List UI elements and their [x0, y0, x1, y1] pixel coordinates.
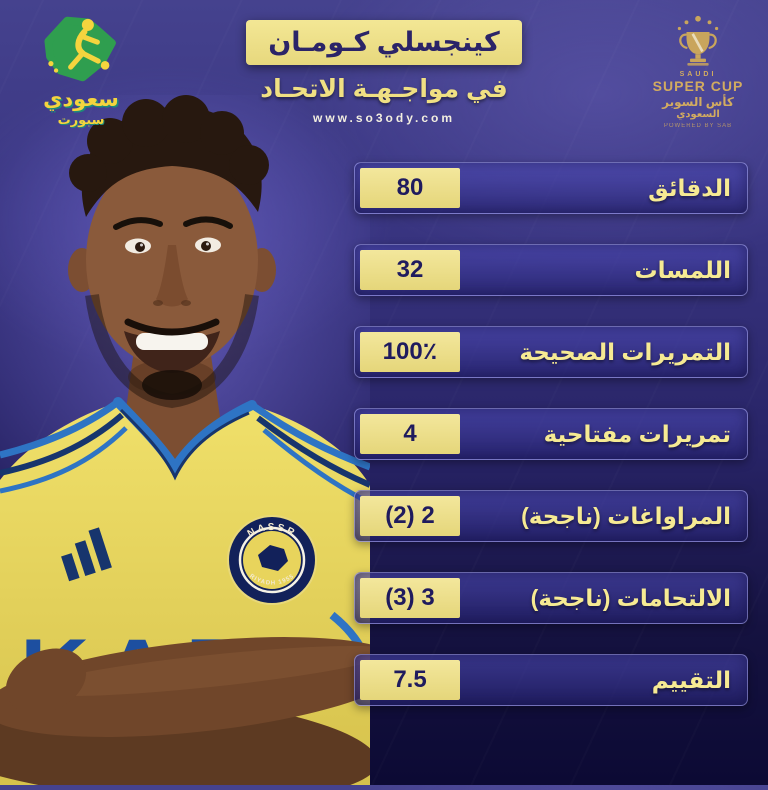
stat-row-touches: اللمسات 32	[354, 244, 748, 296]
stat-label: المراواغات (ناجحة)	[521, 502, 731, 529]
stats-list: الدقائق 80 اللمسات 32 التمريرات الصحيحة …	[354, 162, 748, 736]
stat-value-box: 2 (2)	[360, 496, 460, 536]
stat-value-box: 7.5	[360, 660, 460, 700]
stat-label: تمريرات مفتاحية	[543, 420, 731, 447]
super-cup-text-supercup: SUPER CUP	[652, 78, 744, 94]
al-nassr-crest: NASSR RIYADH 1955	[227, 515, 317, 605]
stat-value-box: 32	[360, 250, 460, 290]
super-cup-text-arabic2: السعودي	[676, 109, 720, 120]
header: كينجسلي كـومـان في مواجـهـة الاتحـاد www…	[174, 20, 594, 125]
adidas-logo-icon	[61, 527, 112, 582]
matchup-subtitle: في مواجـهـة الاتحـاد	[260, 75, 508, 103]
stat-label: التمريرات الصحيحة	[519, 338, 731, 365]
stat-value-box: 3 (3)	[360, 578, 460, 618]
saudi-map-player-icon	[44, 16, 116, 82]
stat-label: اللمسات	[634, 256, 731, 283]
super-cup-text-saudi: SAUDI	[679, 71, 717, 78]
stat-label: الالتحامات (ناجحة)	[530, 584, 731, 611]
player-photo: NASSR RIYADH 1955 KAFD	[0, 65, 420, 790]
super-cup-powered-by: POWERED BY SAB	[663, 123, 733, 129]
saudi-super-cup-logo: SAUDI SUPER CUP كأس السوبر السعودي POWER…	[638, 12, 758, 129]
saudi-sport-text-1: سعودي	[43, 88, 119, 111]
stat-row-dribbles: المراواغات (ناجحة) 2 (2)	[354, 490, 748, 542]
player-name-banner: كينجسلي كـومـان	[246, 20, 522, 65]
stat-row-key-passes: تمريرات مفتاحية 4	[354, 408, 748, 460]
saudi-sport-logo: سعودي سبورت	[22, 12, 140, 128]
crossed-arms	[0, 637, 406, 790]
trophy-icon	[677, 15, 719, 66]
stat-row-minutes: الدقائق 80	[354, 162, 748, 214]
super-cup-text-arabic1: كأس السوبر	[662, 95, 734, 109]
stat-value-box: 100٪	[360, 332, 460, 372]
stat-value-box: 80	[360, 168, 460, 208]
stat-label: الدقائق	[648, 174, 731, 201]
stat-row-rating: التقييم 7.5	[354, 654, 748, 706]
website-url: www.so3ody.com	[312, 111, 456, 125]
stat-row-duels: الالتحامات (ناجحة) 3 (3)	[354, 572, 748, 624]
stat-value-box: 4	[360, 414, 460, 454]
stat-label: التقييم	[651, 666, 731, 693]
player-illustration: NASSR RIYADH 1955 KAFD	[0, 65, 420, 790]
saudi-sport-text-2: سبورت	[57, 112, 105, 127]
stat-row-accurate-passes: التمريرات الصحيحة 100٪	[354, 326, 748, 378]
